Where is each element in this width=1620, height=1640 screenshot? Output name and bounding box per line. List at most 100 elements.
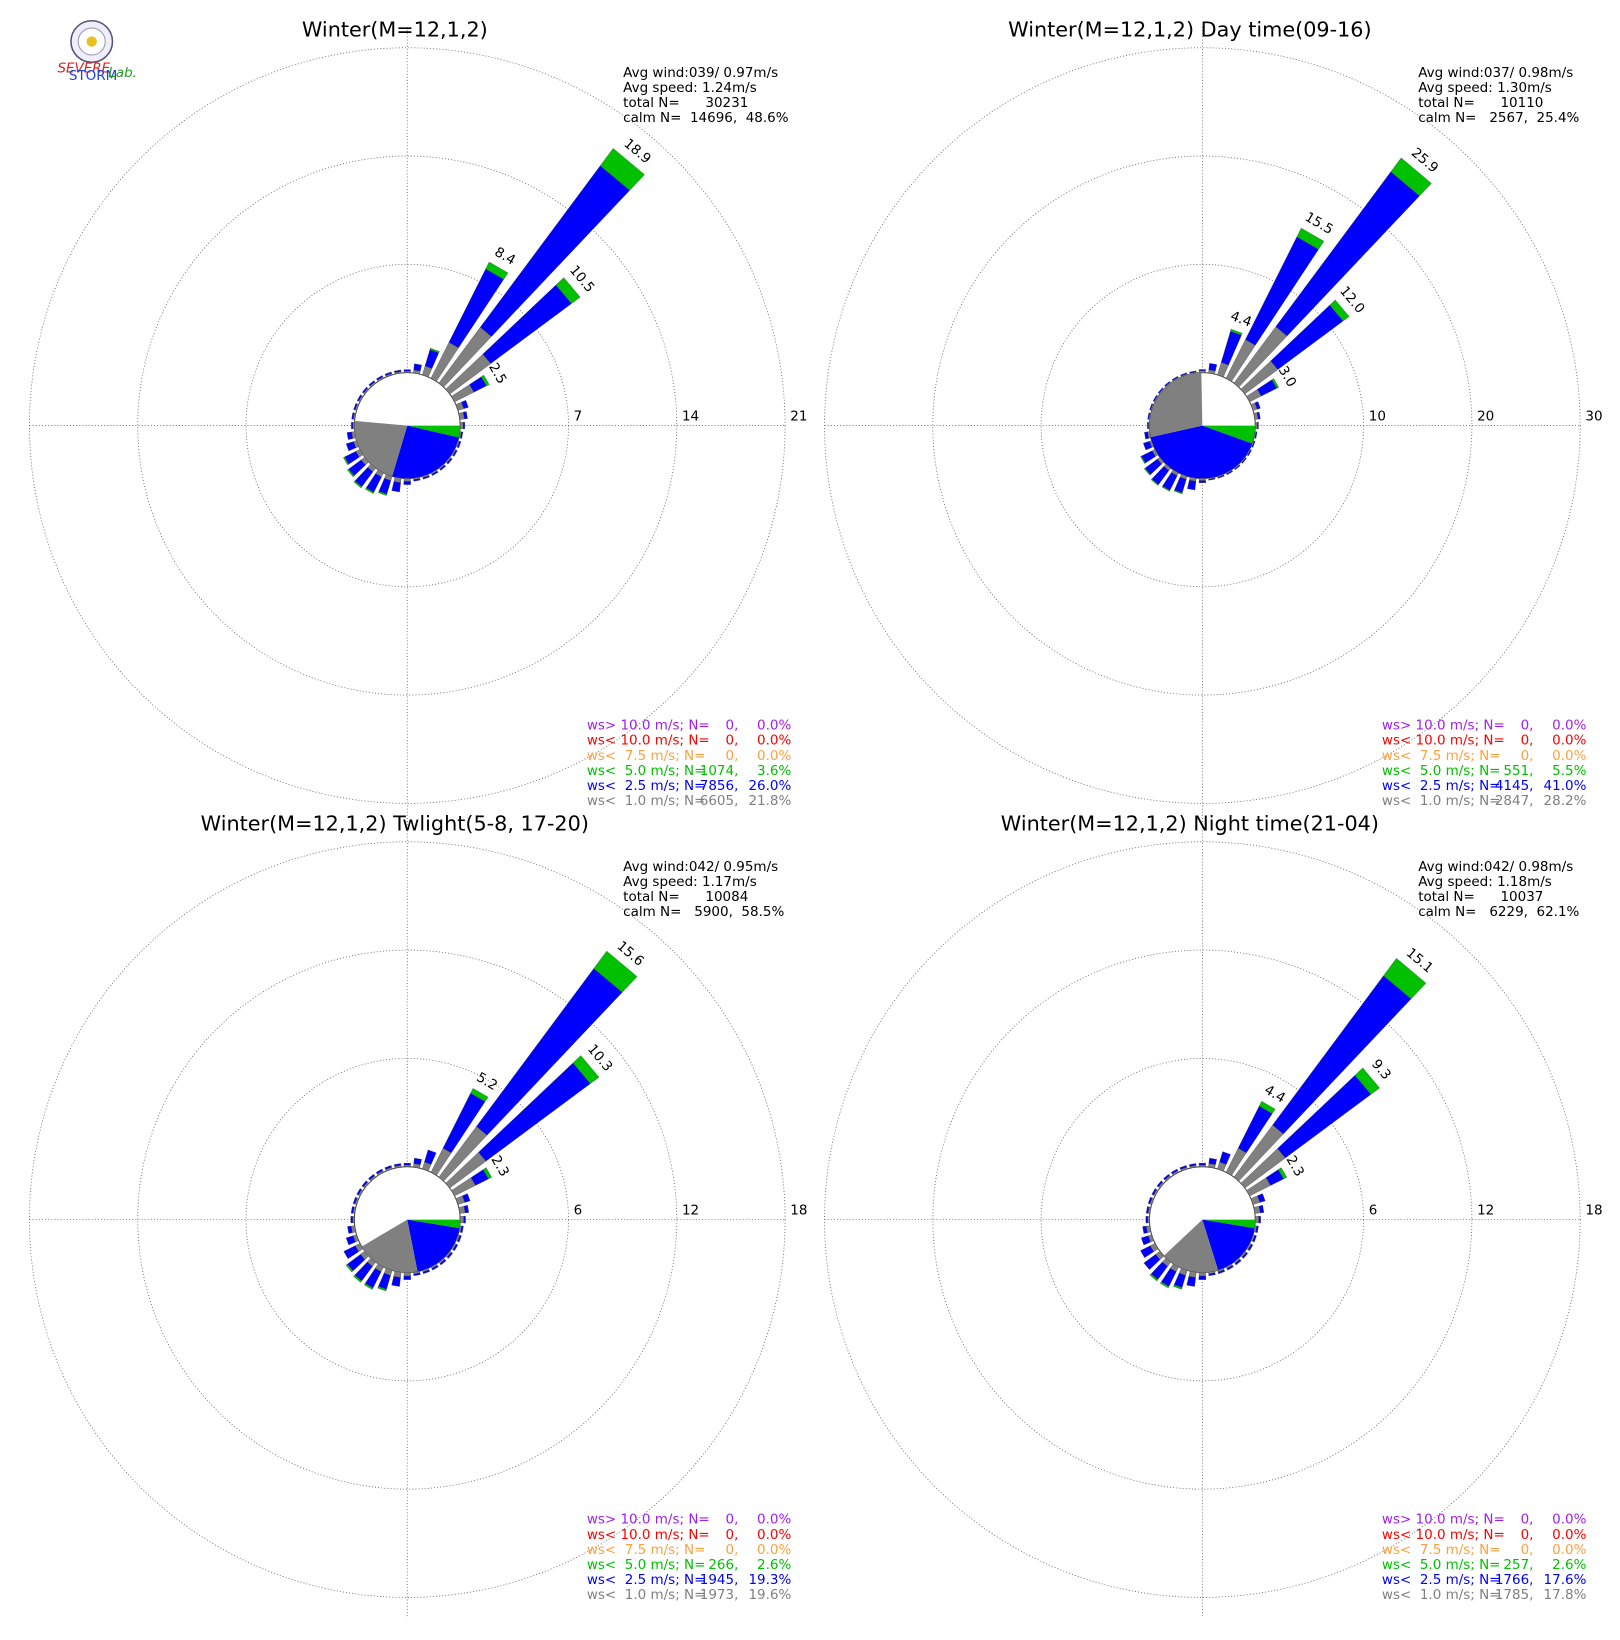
petal-segment — [1257, 1193, 1266, 1203]
petal-segment — [356, 1188, 362, 1196]
petal-segment — [439, 464, 446, 471]
r-tick-label: 7 — [574, 408, 583, 424]
petal-segment — [1255, 422, 1258, 430]
legend-count: 0, — [726, 1542, 739, 1558]
petal-segment — [1255, 1216, 1259, 1224]
petal-segment — [375, 1168, 383, 1175]
info-text: total N= 10037 — [1418, 889, 1543, 905]
petal-segment — [462, 1193, 471, 1203]
petal-segment — [345, 1235, 356, 1246]
grid-ring — [1040, 263, 1365, 588]
petal-segment — [1255, 1225, 1259, 1233]
pie-slice — [1202, 425, 1256, 444]
petal-segment — [1247, 1243, 1254, 1251]
petal-segment — [403, 1275, 411, 1280]
petal-segment — [1140, 455, 1146, 464]
petal-segment — [1208, 1157, 1217, 1165]
legend-label: ws< 1.0 m/s; N= — [587, 793, 706, 809]
petal-segment — [1198, 369, 1206, 371]
petal-segment — [452, 449, 458, 457]
legend-count: 2847, — [1495, 793, 1534, 809]
grid-ring — [245, 263, 569, 588]
petal-segment — [1145, 1216, 1148, 1224]
petal-segment — [1257, 422, 1259, 430]
legend-label: ws< 5.0 m/s; N= — [587, 763, 706, 779]
legend-label: ws< 5.0 m/s; N= — [587, 1557, 706, 1573]
petal-segment — [1258, 1215, 1261, 1224]
petal-segment — [1150, 478, 1159, 486]
petal-segment — [457, 440, 462, 449]
petal-segment — [1143, 467, 1151, 476]
petal-segment — [460, 431, 464, 439]
petal-segment — [1254, 401, 1261, 410]
petal-segment — [1198, 370, 1206, 373]
petal-segment — [1354, 1067, 1380, 1095]
petal-segment — [1219, 1151, 1231, 1165]
petal-segment — [1256, 411, 1261, 420]
petal-segment — [345, 441, 357, 452]
petal-segment — [413, 363, 422, 372]
petal-segment — [460, 1225, 464, 1233]
petal-segment — [1143, 1254, 1161, 1270]
info-text: Avg speed: 1.24m/s — [623, 80, 757, 96]
petal-segment — [1149, 403, 1153, 411]
legend-count: 266, — [708, 1557, 738, 1573]
petal-segment — [1147, 422, 1149, 430]
legend-percent: 0.0% — [757, 748, 791, 764]
petal-segment — [424, 349, 439, 369]
info-text: calm N= 6229, 62.1% — [1418, 904, 1579, 920]
legend-percent: 17.8% — [1544, 1587, 1587, 1603]
legend-count: 1074, — [700, 763, 739, 779]
legend-count: 257, — [1503, 1557, 1533, 1573]
petal-segment — [1142, 1225, 1148, 1234]
petal-segment — [343, 456, 350, 466]
pie-slice — [1202, 1219, 1256, 1229]
panel-title: Winter(M=12,1,2) Day time(09-16) — [1008, 17, 1371, 41]
petal-label: 8.4 — [492, 244, 519, 269]
info-text: total N= 10084 — [623, 889, 748, 905]
pie-slice — [361, 1219, 418, 1273]
legend-label: ws< 10.0 m/s; N= — [1382, 733, 1505, 749]
legend-label: ws< 5.0 m/s; N= — [1382, 1557, 1501, 1573]
legend-count: 0, — [1521, 748, 1534, 764]
petal-segment — [1151, 1188, 1157, 1196]
legend-label: ws< 2.5 m/s; N= — [1382, 1572, 1501, 1588]
grid-ring — [824, 841, 1581, 1598]
petal-segment — [365, 487, 375, 494]
petal-segment — [429, 347, 440, 354]
petal-segment — [1390, 157, 1432, 197]
legend-label: ws> 10.0 m/s; N= — [587, 718, 710, 734]
grid-ring — [29, 47, 786, 804]
r-tick-label: 12 — [1477, 1202, 1494, 1218]
logo-text: SEVERE — [57, 61, 110, 77]
petal-segment — [1179, 1165, 1187, 1170]
grid-ring — [137, 155, 678, 696]
pie-slice — [407, 1219, 460, 1272]
legend-count: 4145, — [1495, 778, 1534, 794]
petal-segment — [1149, 1273, 1159, 1282]
petal-segment — [1226, 470, 1233, 476]
legend-count: 551, — [1503, 763, 1533, 779]
petal-segment — [461, 400, 469, 409]
petal-segment — [368, 1173, 375, 1181]
legend-count: 0, — [1521, 718, 1534, 734]
petal-segment — [1208, 1272, 1216, 1276]
pie-slice — [1202, 1219, 1255, 1271]
petal-segment — [1234, 464, 1241, 471]
legend-percent: 0.0% — [1552, 733, 1586, 749]
legend-label: ws< 10.0 m/s; N= — [587, 733, 710, 749]
legend-count: 0, — [726, 748, 739, 764]
petal-segment — [391, 481, 401, 493]
petal-segment — [593, 950, 638, 993]
petal-segment — [413, 478, 421, 482]
pie-slice — [1149, 372, 1203, 438]
r-tick-label: 6 — [574, 1202, 583, 1218]
panel-title: Winter(M=12,1,2) Night time(21-04) — [1001, 811, 1379, 835]
petal-segment — [1247, 449, 1252, 457]
legend-label: ws< 7.5 m/s; N= — [587, 748, 706, 764]
legend-percent: 19.3% — [748, 1572, 791, 1588]
petal-segment — [1217, 474, 1225, 479]
legend-count: 0, — [726, 1527, 739, 1543]
